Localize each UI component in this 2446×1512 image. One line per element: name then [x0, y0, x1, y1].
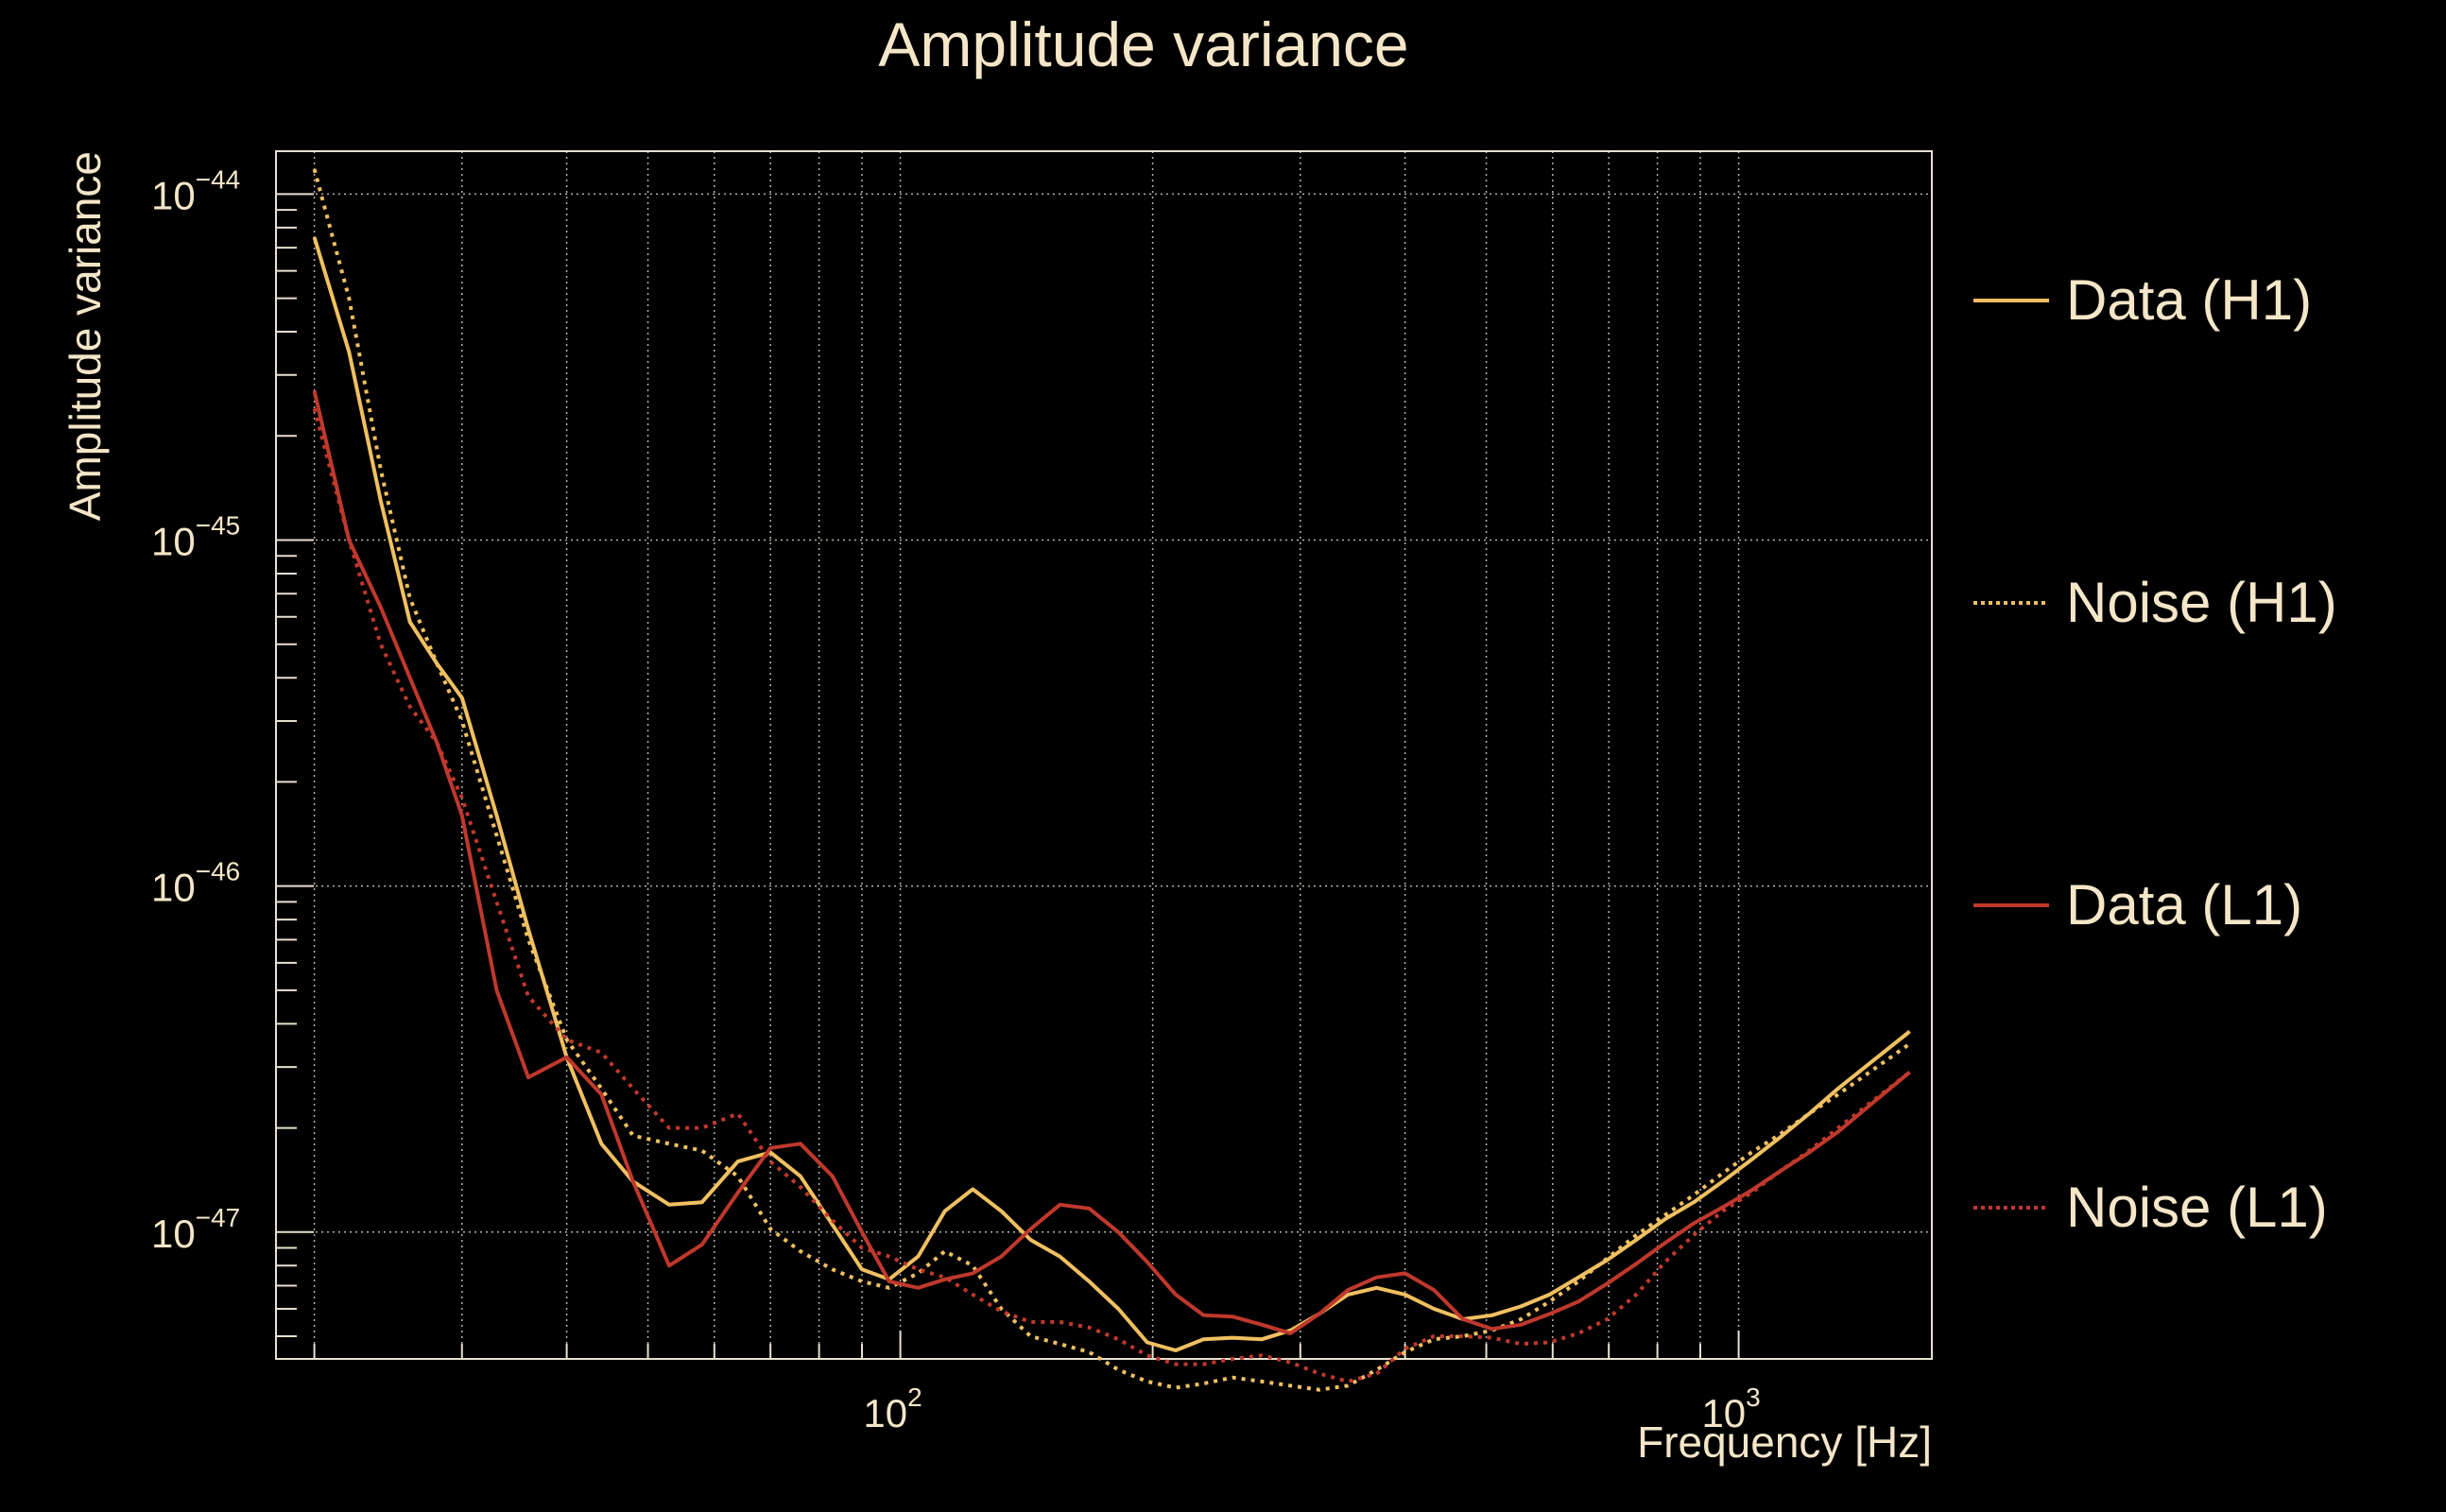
- tick-labels: 10−44 10−45 10−46 10−47 102 103: [151, 164, 1761, 1435]
- legend-label-3: Data (L1): [2066, 873, 2302, 936]
- axis-ticks: [276, 193, 1740, 1359]
- series-lines: [312, 168, 1911, 1392]
- y-tick-label: 10−44: [151, 164, 240, 217]
- y-tick-label: 10−46: [151, 857, 240, 910]
- series-line-4: [312, 407, 1911, 1383]
- legend-label-1: Data (H1): [2066, 268, 2312, 332]
- series-line-3: [312, 390, 1911, 1335]
- legend-label-2: Noise (H1): [2066, 571, 2337, 634]
- grid: [276, 151, 1932, 1359]
- series-line-2: [312, 168, 1911, 1392]
- chart-title: Amplitude variance: [878, 9, 1408, 79]
- series-line-1: [312, 236, 1911, 1352]
- x-axis-label: Frequency [Hz]: [1637, 1418, 1932, 1467]
- legend: Data (H1) Noise (H1) Data (L1) Noise (L1): [1973, 268, 2337, 1239]
- y-tick-label: 10−45: [151, 510, 240, 563]
- y-axis-label: Amplitude variance: [60, 151, 110, 521]
- legend-label-4: Noise (L1): [2066, 1176, 2328, 1239]
- y-tick-label: 10−47: [151, 1203, 240, 1256]
- x-tick-label: 103: [1701, 1383, 1760, 1435]
- x-tick-label: 102: [863, 1383, 922, 1435]
- plot-frame: [275, 150, 1933, 1360]
